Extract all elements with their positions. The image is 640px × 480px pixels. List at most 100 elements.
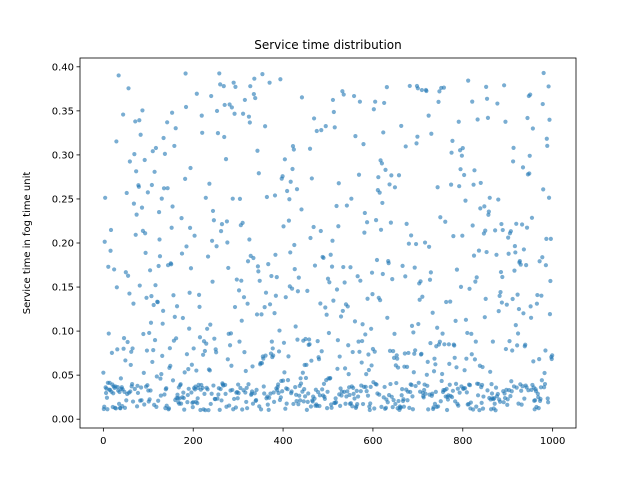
data-point [383,405,389,411]
data-point [264,194,269,200]
data-point [355,402,360,407]
data-point [378,227,384,232]
data-point [414,141,419,146]
data-point [345,389,350,394]
data-point [151,302,156,308]
data-point [509,379,514,384]
data-point [243,368,248,374]
y-tick-label: 0.15 [52,283,74,294]
data-point [293,324,298,329]
data-point [384,85,389,90]
data-point [170,110,175,115]
x-tick-label: 200 [184,436,203,447]
data-point [317,403,322,409]
data-point [364,371,369,377]
data-point [484,249,489,255]
data-point [305,399,310,404]
data-point [394,353,399,358]
data-point [500,274,505,280]
data-point [237,196,243,201]
data-point [411,330,416,335]
data-point [194,368,199,373]
data-point [276,382,281,387]
data-point [145,190,150,195]
data-point [183,71,188,76]
data-point [231,80,236,85]
data-point [492,401,497,406]
data-point [286,354,291,359]
data-point [390,405,395,410]
data-point [328,252,333,257]
data-point [369,363,374,368]
x-tick-label: 600 [363,436,382,447]
data-point [121,112,126,117]
data-point [374,257,380,263]
data-point [456,403,461,408]
data-point [274,274,279,280]
data-point [123,270,128,275]
data-point [165,120,170,125]
data-point [410,407,416,412]
data-point [407,405,412,411]
data-point [134,404,140,409]
data-point [251,92,256,97]
data-point [475,117,480,122]
data-point [188,165,193,171]
data-point [346,371,351,377]
data-point [246,382,251,387]
data-point [114,139,119,144]
data-point [218,386,223,392]
data-point [322,396,327,402]
data-point [280,174,285,179]
data-point [515,292,520,297]
data-point [341,264,346,270]
data-point [156,209,162,215]
data-point [545,396,550,401]
data-point [341,92,346,97]
data-point [303,336,308,342]
data-point [415,86,420,91]
data-point [304,407,309,412]
data-point [499,221,504,227]
data-point [192,233,197,238]
data-point [319,128,324,133]
data-point [157,254,163,259]
data-point [103,390,109,396]
data-point [526,388,531,393]
data-point [333,400,339,405]
data-point [388,381,393,387]
data-point [271,399,277,404]
data-point [447,361,452,366]
data-point [106,264,111,269]
data-point [343,401,348,406]
data-point [259,312,264,317]
data-point [335,338,340,343]
data-point [232,396,237,402]
data-point [242,97,247,103]
data-point [476,381,481,387]
data-point [135,390,141,396]
data-point [321,381,327,386]
data-point [184,244,189,249]
data-point [430,310,435,315]
data-point [164,386,169,391]
data-point [283,295,288,300]
data-point [497,293,502,298]
data-point [258,407,264,412]
data-point [210,279,215,284]
data-point [188,266,194,271]
data-point [321,255,326,260]
data-point [524,225,530,230]
data-point [261,384,266,389]
data-point [498,269,504,275]
data-point [199,113,204,118]
data-point [331,298,336,303]
data-point [479,400,484,405]
data-point [149,182,154,188]
data-point [205,387,210,392]
data-point [245,301,250,306]
data-point [134,212,139,217]
data-point [116,401,122,406]
data-point [116,73,121,78]
data-point [115,347,120,352]
